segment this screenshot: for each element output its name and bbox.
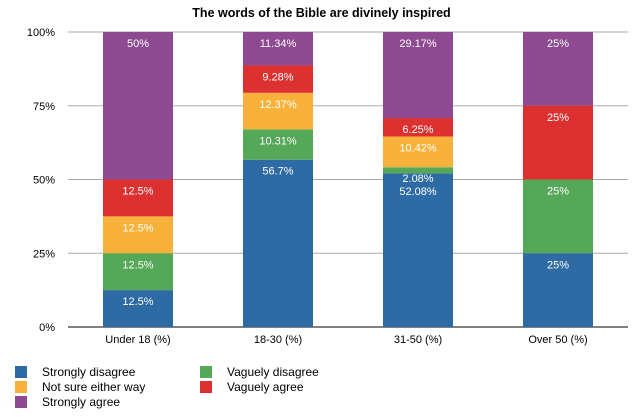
bar-segment [383,173,453,327]
legend-swatch [15,381,27,393]
bar-segment [103,290,173,327]
legend-item: Vaguely disagree [200,365,319,379]
y-tick-label: 100% [27,27,55,39]
bar-segment [243,159,313,327]
bar-segment [523,253,593,327]
legend-label: Strongly disagree [42,365,136,379]
data-label: 10.42% [399,142,437,154]
bar-segment [523,32,593,106]
x-tick-label: Over 50 (%) [528,334,587,346]
x-tick-label: 18-30 (%) [254,334,302,346]
data-label: 12.5% [122,186,153,198]
bar-segment [383,32,453,119]
data-label: 2.08% [402,173,433,185]
bar-segment [243,32,313,66]
legend-swatch [200,381,212,393]
legend-label: Strongly agree [42,395,121,409]
legend-item: Strongly agree [15,395,120,409]
data-label: 12.5% [122,222,153,234]
bar-segment [103,253,173,291]
legend-swatch [15,366,27,378]
data-label: 9.28% [262,71,293,83]
legend-item: Strongly disagree [15,365,135,379]
bar-segment [103,179,173,217]
data-label: 50% [127,38,149,50]
x-tick-label: Under 18 (%) [105,334,170,346]
bar-segment [103,32,173,180]
data-label: 11.34% [260,38,297,50]
data-label: 29.17% [399,38,437,50]
data-label: 12.37% [259,99,297,111]
bar-segment [383,167,453,174]
y-tick-label: 75% [33,101,55,113]
bar-segment [523,179,593,254]
y-tick-label: 25% [33,248,55,260]
data-label: 12.5% [122,296,153,308]
bar-segment [383,118,453,137]
data-label: 25% [547,112,569,124]
data-label: 6.25% [402,124,433,136]
data-label: 25% [547,186,569,198]
bar-segment [103,216,173,254]
y-tick-label: 50% [33,175,55,187]
chart-title: The words of the Bible are divinely insp… [192,6,451,20]
legend-label: Not sure either way [42,380,146,394]
legend-swatch [200,366,212,378]
bar-segment [383,136,453,168]
legend-item: Vaguely agree [200,380,304,394]
legend-label: Vaguely agree [227,380,304,394]
data-label: 56.7% [262,166,293,178]
legend-swatch [15,396,27,408]
data-label: 10.31% [259,135,297,147]
bar-segment [523,105,593,180]
bar-segment [243,129,313,160]
x-tick-label: 31-50 (%) [394,334,442,346]
data-label: 52.08% [399,186,437,198]
legend-item: Not sure either way [15,380,145,394]
y-tick-label: 0% [39,322,55,334]
data-label: 25% [547,259,569,271]
data-label: 12.5% [122,259,153,271]
bar-segment [243,65,313,93]
legend-label: Vaguely disagree [227,365,319,379]
data-label: 25% [547,38,569,50]
bar-segment [243,92,313,130]
